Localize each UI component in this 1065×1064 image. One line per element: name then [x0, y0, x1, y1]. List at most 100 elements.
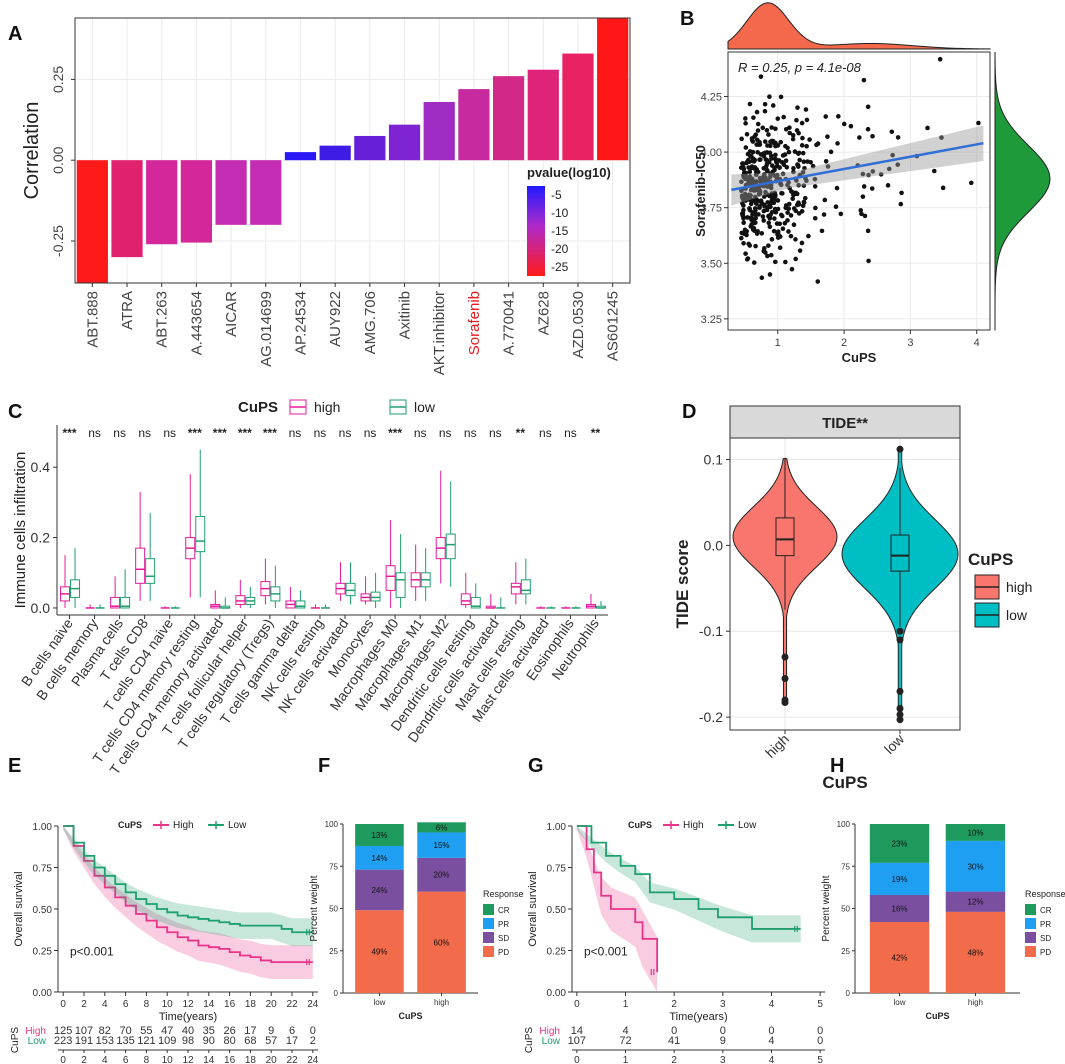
legend-label-low: Low	[738, 820, 757, 831]
legend-key-sd	[483, 932, 494, 943]
bar-ag-014699	[250, 160, 282, 225]
scatter-point	[895, 162, 901, 167]
scatter-point	[790, 133, 796, 138]
scatter-point	[750, 212, 755, 217]
scatter-point	[786, 201, 792, 207]
scatter-point	[794, 128, 800, 133]
risk-low-count: 17	[286, 1035, 298, 1047]
scatter-point	[778, 94, 784, 100]
y-tick-label: 0.25	[547, 947, 567, 958]
plot-frame	[727, 51, 991, 331]
scatter-point	[773, 152, 778, 158]
survival-curve-low	[63, 825, 313, 934]
scatter-point	[755, 149, 760, 155]
box-low	[890, 534, 910, 572]
x-tick-label: 3	[720, 999, 726, 1010]
bar-segment-pd	[417, 891, 466, 993]
bar-segment-sd	[417, 857, 466, 892]
scatter-point	[762, 245, 767, 251]
y-tick-label: 0.00	[50, 146, 66, 173]
scatter-point	[976, 120, 981, 126]
scatter-point	[800, 135, 805, 141]
box-low	[370, 591, 381, 602]
x-tick-label: 12	[182, 999, 194, 1010]
x-tick-label: 14	[203, 999, 215, 1010]
scatter-point	[755, 128, 761, 133]
scatter-point	[763, 189, 768, 195]
colorbar-tick-label: -5	[551, 188, 562, 202]
significance-label: ns	[439, 426, 452, 440]
scatter-point	[899, 190, 904, 196]
bar-segment-sd	[355, 869, 404, 911]
scatter-point	[786, 229, 791, 234]
y-tick-label: -0.25	[50, 225, 66, 257]
legend-label-high: high	[314, 399, 340, 415]
scatter-point	[772, 206, 778, 212]
scatter-point	[801, 199, 807, 205]
y-tick-label: 0.50	[547, 905, 567, 916]
y-tick-label: 75	[329, 862, 338, 871]
risk-low-count: 9	[720, 1035, 726, 1047]
risk-high-count: 0	[671, 1025, 677, 1037]
scatter-point	[794, 117, 799, 123]
x-tick-label: AZ628	[535, 291, 552, 335]
panel-letter-c: C	[8, 401, 22, 423]
scatter-point	[796, 202, 802, 207]
x-tick-label: 5	[817, 999, 823, 1010]
scatter-point	[741, 220, 746, 226]
scatter-point	[753, 215, 759, 221]
scatter-point	[756, 192, 762, 197]
scatter-point	[939, 135, 944, 140]
y-tick-label: 25	[329, 947, 338, 956]
scatter-point	[795, 162, 800, 167]
scatter-point	[835, 141, 840, 146]
bar-akt-inhibitor	[423, 102, 455, 161]
scatter-point	[825, 134, 830, 139]
scatter-point	[746, 180, 751, 186]
y-axis-title: Sorafenib-IC50	[693, 145, 708, 237]
scatter-point	[766, 243, 771, 248]
box-high	[775, 517, 795, 557]
scatter-point	[788, 213, 794, 218]
risk-low-count: 68	[244, 1035, 256, 1047]
scatter-point	[753, 132, 759, 137]
scatter-point	[748, 201, 754, 207]
scatter-point	[787, 130, 793, 136]
scatter-point	[764, 127, 770, 133]
legend-title: CuPS	[238, 399, 278, 416]
y-axis-title: Percent weight	[309, 875, 320, 941]
significance-label: **	[516, 426, 526, 440]
scatter-point	[760, 125, 766, 131]
bar-segment-sd	[869, 894, 930, 923]
bar-abt-263	[146, 160, 178, 245]
scatter-point	[755, 137, 760, 143]
scatter-point	[765, 184, 770, 189]
y-tick-label: 0.2	[31, 530, 51, 546]
scatter-point	[787, 185, 792, 191]
legend-label-low: Low	[228, 820, 247, 831]
scatter-point	[785, 210, 790, 215]
ci-band-low	[63, 826, 313, 947]
colorbar-tick-label: -10	[551, 206, 569, 220]
scatter-point	[763, 157, 769, 162]
scatter-point	[865, 126, 871, 132]
box-low	[470, 596, 481, 609]
x-tick-label: AG.014699	[258, 291, 275, 367]
risk-high-count: 47	[161, 1025, 173, 1037]
x-tick-label: ABT.888	[84, 291, 101, 348]
legend-label-low: low	[1006, 607, 1028, 623]
segment-label: 42%	[892, 954, 908, 963]
scatter-point	[836, 114, 841, 119]
segment-label: 6%	[436, 823, 448, 832]
scatter-point	[861, 77, 867, 83]
bar-segment-pd	[355, 910, 404, 993]
legend-label-pd: PD	[498, 948, 509, 957]
scatter-point	[793, 237, 798, 242]
scatter-point	[751, 220, 757, 226]
segment-label: 60%	[434, 938, 450, 947]
risk-high-count: 17	[244, 1025, 256, 1037]
scatter-point	[765, 168, 770, 174]
box-high	[135, 547, 146, 584]
y-tick-label: 0.75	[547, 864, 567, 875]
segment-label: 16%	[892, 905, 908, 914]
